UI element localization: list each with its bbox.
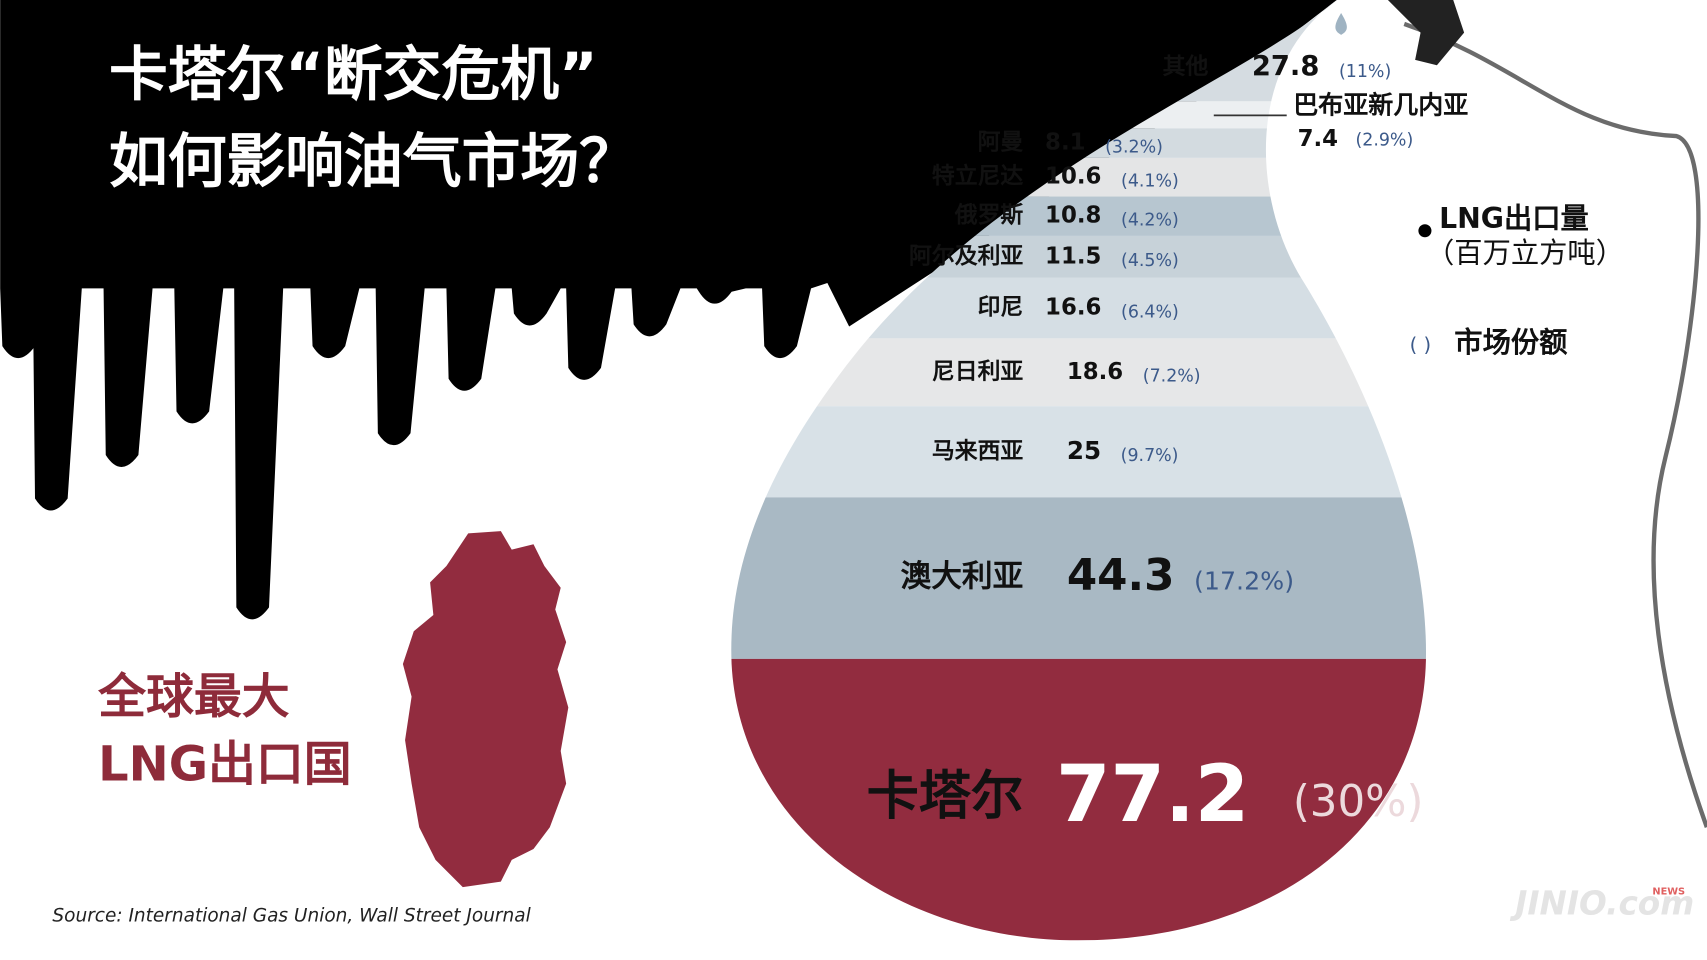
band-share: (7.2%) [1143, 367, 1201, 387]
band-value: 25 [1067, 436, 1101, 465]
band-name: 尼日利亚 [932, 359, 1024, 385]
band-share: (3.2%) [1105, 137, 1163, 157]
band-share: (6.4%) [1121, 302, 1179, 322]
band-value: 8.1 [1045, 130, 1085, 156]
legend-value: LNG出口量 [1439, 202, 1589, 235]
band-share: (4.1%) [1121, 172, 1179, 192]
band-share: (11%) [1339, 62, 1391, 82]
band-value: 16.6 [1045, 295, 1101, 321]
band-share: (17.2%) [1194, 566, 1294, 595]
band-name: 俄罗斯 [954, 202, 1024, 229]
band-name: 巴布亚新几内亚 [1293, 91, 1468, 120]
oil-drips [0, 0, 1337, 620]
band-value: 11.5 [1045, 243, 1101, 269]
band-name: 卡塔尔 [867, 767, 1024, 827]
band-share: (4.2%) [1121, 211, 1179, 231]
band-labels: 其他 27.8 (11%) 巴布亚新几内亚 7.4 (2.9%) 阿曼 8.1 (3.2%) 特立… [867, 51, 1469, 840]
band-name: 特立尼达 [932, 163, 1024, 190]
band-value: 27.8 [1252, 51, 1320, 82]
annotation: 全球最大 [97, 670, 290, 725]
drop-band [731, 497, 1427, 659]
legend-share: 市场份额 [1454, 326, 1568, 359]
band-value: 10.6 [1045, 164, 1101, 190]
band-name: 其他 [1163, 54, 1209, 80]
band-name: 马来西亚 [932, 438, 1024, 464]
band-name: 印尼 [978, 295, 1024, 321]
annotation: LNG出口国 [98, 737, 352, 792]
title-line: 如何影响油气市场？ [109, 127, 638, 196]
band-value: 7.4 [1298, 126, 1338, 152]
band-share: (30%) [1293, 777, 1424, 827]
band-share: (4.5%) [1121, 251, 1179, 271]
band-share: (9.7%) [1121, 446, 1179, 466]
source: Source: International Gas Union, Wall St… [52, 905, 531, 926]
fuel-hose [1403, 21, 1707, 828]
legend-dot [1418, 224, 1432, 238]
drop-band [731, 406, 1427, 498]
watermark-tag: NEWS [1652, 886, 1685, 897]
band-name: 阿尔及利亚 [909, 243, 1023, 269]
qatar-map [402, 531, 569, 888]
band-value: 18.6 [1067, 359, 1123, 385]
fuel-nozzle [1387, 0, 1465, 66]
legend-share-marker: ( ) [1410, 334, 1432, 357]
band-value: 10.8 [1045, 203, 1101, 229]
legend-unit: （百万立方吨） [1426, 237, 1624, 270]
drip-drop [1335, 13, 1347, 35]
band-share: (2.9%) [1355, 130, 1413, 150]
band-name: 阿曼 [978, 130, 1024, 156]
watermark: JINIO.com [1509, 885, 1694, 923]
band-value: 77.2 [1056, 749, 1249, 840]
title-line: 卡塔尔“断交危机” [109, 39, 598, 108]
band-name: 澳大利亚 [901, 560, 1024, 595]
band-value: 44.3 [1067, 551, 1175, 601]
